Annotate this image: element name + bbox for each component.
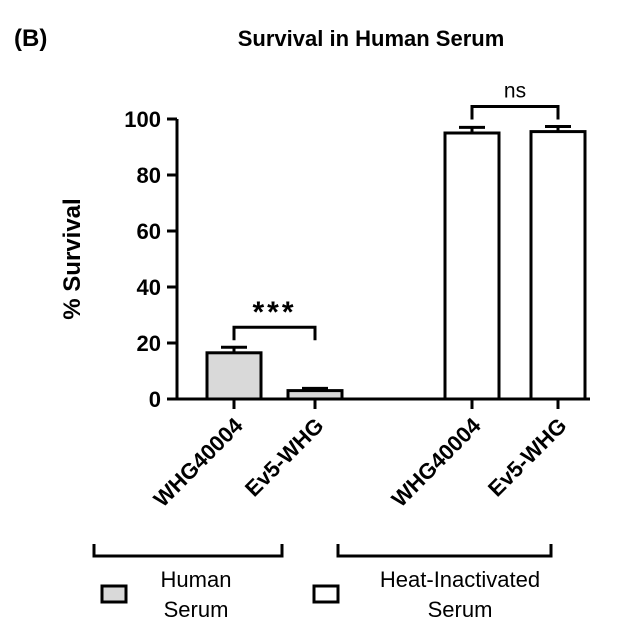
y-tick-label: 60: [137, 219, 161, 244]
legend-label-line1: Human: [161, 567, 232, 592]
legend-label-line1: Heat-Inactivated: [380, 567, 540, 592]
x-tick-label: WHG40004: [149, 412, 248, 511]
significance-bracket: [470, 105, 560, 120]
x-tick-label: Ev5-WHG: [483, 413, 572, 502]
y-tick-label: 80: [137, 163, 161, 188]
panel-label: (B): [14, 25, 47, 52]
x-tick-label: WHG40004: [387, 412, 486, 511]
bar: [443, 131, 501, 401]
y-tick-label: 100: [124, 107, 161, 132]
group-brackets: [92, 544, 553, 558]
group-bracket: [92, 544, 284, 558]
group-bracket: [336, 544, 553, 558]
y-tick-label: 0: [149, 387, 161, 412]
x-tick-label: Ev5-WHG: [240, 413, 329, 502]
significance-bracket: [232, 325, 317, 341]
chart-title: Survival in Human Serum: [238, 26, 505, 51]
bar: [286, 389, 344, 401]
y-tick-label: 40: [137, 275, 161, 300]
significance-label: ns: [504, 80, 526, 103]
legend: Human Serum Heat-Inactivated Serum: [100, 567, 540, 622]
significance-brackets: *** ns: [232, 80, 560, 341]
significance-label: ***: [252, 296, 296, 329]
bar: [529, 130, 587, 401]
legend-label-line2: Serum: [164, 597, 229, 622]
legend-swatch: [312, 584, 340, 604]
bar: [205, 351, 263, 401]
legend-swatch: [100, 584, 128, 604]
y-tick-label: 20: [137, 331, 161, 356]
y-axis-label: % Survival: [59, 198, 86, 319]
y-ticks: 0 20 40 60 80 100: [124, 107, 177, 412]
bars: [205, 125, 587, 409]
legend-label-line2: Serum: [428, 597, 493, 622]
